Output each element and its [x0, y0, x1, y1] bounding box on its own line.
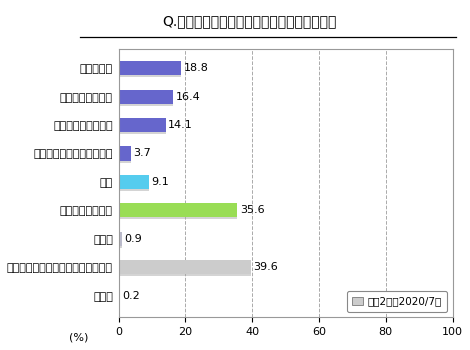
Bar: [118, 61, 181, 75]
Bar: [118, 234, 122, 248]
Text: 0.9: 0.9: [124, 234, 142, 244]
Text: 3.7: 3.7: [133, 148, 151, 159]
Legend: ：第2回（2020/7）: ：第2回（2020/7）: [347, 291, 447, 312]
Bar: [118, 205, 237, 219]
Bar: [118, 177, 149, 191]
Bar: [118, 290, 119, 305]
Bar: [118, 148, 131, 163]
X-axis label: (%): (%): [69, 333, 88, 343]
Bar: [118, 232, 122, 246]
Bar: [118, 118, 165, 132]
Text: 14.1: 14.1: [168, 120, 193, 130]
Bar: [118, 146, 131, 161]
Text: 9.1: 9.1: [151, 177, 169, 187]
Text: 18.8: 18.8: [184, 63, 209, 73]
Bar: [118, 175, 149, 189]
Bar: [118, 120, 165, 134]
Bar: [118, 90, 173, 104]
Bar: [118, 203, 237, 217]
Bar: [118, 260, 251, 274]
Text: 39.6: 39.6: [253, 262, 278, 272]
Bar: [118, 92, 173, 106]
Text: 35.6: 35.6: [240, 205, 265, 215]
Text: 0.2: 0.2: [122, 290, 140, 301]
Text: Q.今年の夏はどのように過ごす予定ですか？: Q.今年の夏はどのように過ごす予定ですか？: [162, 14, 337, 28]
Bar: [118, 288, 119, 303]
Text: 16.4: 16.4: [176, 92, 201, 102]
Bar: [118, 63, 181, 77]
Bar: [118, 262, 251, 276]
